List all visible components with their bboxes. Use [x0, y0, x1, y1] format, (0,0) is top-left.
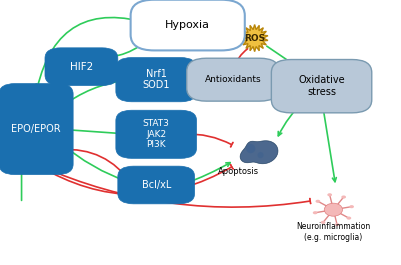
Text: STAT3
JAK2
PI3K: STAT3 JAK2 PI3K [143, 120, 170, 149]
Text: Antioxidants: Antioxidants [205, 75, 261, 84]
FancyBboxPatch shape [116, 110, 196, 158]
Text: Neuroinflammation
(e.g. microglia): Neuroinflammation (e.g. microglia) [296, 222, 371, 241]
Text: Apoptosis: Apoptosis [218, 167, 259, 176]
Polygon shape [240, 141, 278, 164]
Circle shape [341, 196, 346, 198]
FancyArrowPatch shape [61, 149, 134, 185]
Polygon shape [241, 25, 268, 52]
Circle shape [313, 211, 318, 214]
Ellipse shape [257, 152, 264, 158]
Circle shape [321, 221, 326, 224]
FancyBboxPatch shape [118, 166, 194, 204]
FancyArrowPatch shape [232, 49, 248, 69]
Text: Oxidative
stress: Oxidative stress [298, 75, 345, 97]
FancyArrowPatch shape [263, 80, 289, 85]
Text: Hypoxia: Hypoxia [165, 20, 210, 30]
Circle shape [349, 205, 354, 208]
Ellipse shape [324, 203, 342, 216]
Circle shape [316, 200, 320, 203]
FancyArrowPatch shape [38, 165, 311, 207]
FancyBboxPatch shape [131, 0, 245, 50]
FancyArrowPatch shape [38, 165, 233, 195]
FancyBboxPatch shape [0, 83, 73, 175]
FancyBboxPatch shape [116, 58, 196, 102]
FancyArrowPatch shape [184, 134, 233, 147]
FancyBboxPatch shape [187, 58, 279, 101]
Text: Nrf1
SOD1: Nrf1 SOD1 [142, 69, 170, 90]
Text: HIF2: HIF2 [70, 62, 93, 72]
Circle shape [335, 223, 339, 226]
Circle shape [346, 217, 351, 220]
Text: ROS: ROS [244, 34, 265, 43]
FancyBboxPatch shape [45, 48, 118, 86]
Ellipse shape [246, 144, 255, 153]
FancyBboxPatch shape [271, 60, 372, 113]
Text: EPO/EPOR: EPO/EPOR [11, 124, 61, 134]
Text: Bcl/xL: Bcl/xL [142, 180, 171, 190]
Circle shape [327, 193, 332, 196]
